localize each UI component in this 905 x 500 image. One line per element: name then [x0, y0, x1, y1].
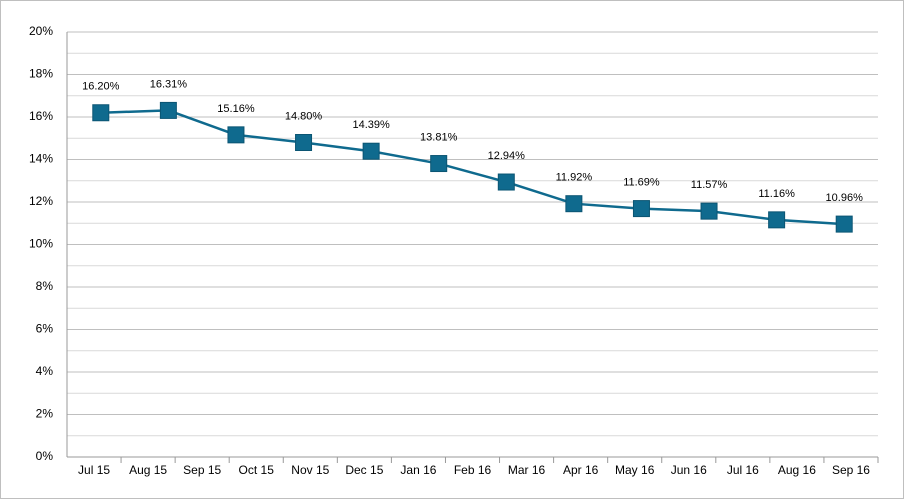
- marker: [430, 155, 448, 173]
- marker: [565, 195, 583, 213]
- marker: [159, 101, 177, 119]
- x-tick-label: Feb 16: [454, 463, 492, 477]
- y-tick-label: 14%: [29, 152, 53, 166]
- y-tick-label: 10%: [29, 237, 53, 251]
- y-tick-label: 0%: [36, 449, 54, 463]
- x-tick-label: Mar 16: [508, 463, 546, 477]
- x-tick-label: Aug 16: [778, 463, 816, 477]
- marker: [227, 126, 245, 144]
- data-label: 16.31%: [150, 78, 188, 90]
- data-label: 13.81%: [420, 131, 458, 143]
- data-label: 16.20%: [82, 81, 120, 93]
- x-tick-label: Dec 15: [345, 463, 383, 477]
- data-label: 11.57%: [691, 179, 728, 191]
- y-tick-label: 20%: [29, 24, 53, 38]
- marker: [497, 173, 515, 191]
- data-label: 14.39%: [352, 119, 390, 131]
- y-tick-label: 2%: [36, 407, 54, 421]
- x-tick-label: May 16: [615, 463, 655, 477]
- marker: [768, 211, 786, 229]
- x-tick-label: Jun 16: [671, 463, 707, 477]
- y-tick-label: 6%: [36, 322, 54, 336]
- marker: [835, 215, 853, 233]
- x-tick-label: Oct 15: [239, 463, 275, 477]
- y-tick-label: 16%: [29, 109, 53, 123]
- marker: [295, 134, 313, 151]
- y-tick-label: 8%: [36, 279, 54, 293]
- data-label: 15.16%: [217, 103, 255, 115]
- x-tick-label: Jan 16: [400, 463, 436, 477]
- data-label: 10.96%: [826, 192, 864, 204]
- marker: [92, 104, 110, 122]
- x-tick-label: Jul 15: [78, 463, 110, 477]
- x-tick-label: Nov 15: [291, 463, 329, 477]
- marker: [632, 200, 650, 218]
- marker: [362, 142, 380, 160]
- x-tick-label: Jul 16: [727, 463, 759, 477]
- y-tick-label: 12%: [29, 194, 53, 208]
- data-label: 11.16%: [758, 188, 795, 200]
- x-tick-label: Sep 15: [183, 463, 221, 477]
- x-tick-label: Aug 15: [129, 463, 167, 477]
- data-label: 12.94%: [488, 150, 526, 162]
- series-line: [100, 109, 845, 226]
- marker: [700, 202, 718, 220]
- x-tick-label: Sep 16: [832, 463, 870, 477]
- data-label: 14.80%: [285, 110, 323, 122]
- data-label: 11.69%: [623, 176, 660, 188]
- x-tick-label: Apr 16: [563, 463, 599, 477]
- y-tick-label: 18%: [29, 67, 53, 81]
- data-label: 11.92%: [556, 172, 593, 184]
- y-tick-label: 4%: [36, 364, 54, 378]
